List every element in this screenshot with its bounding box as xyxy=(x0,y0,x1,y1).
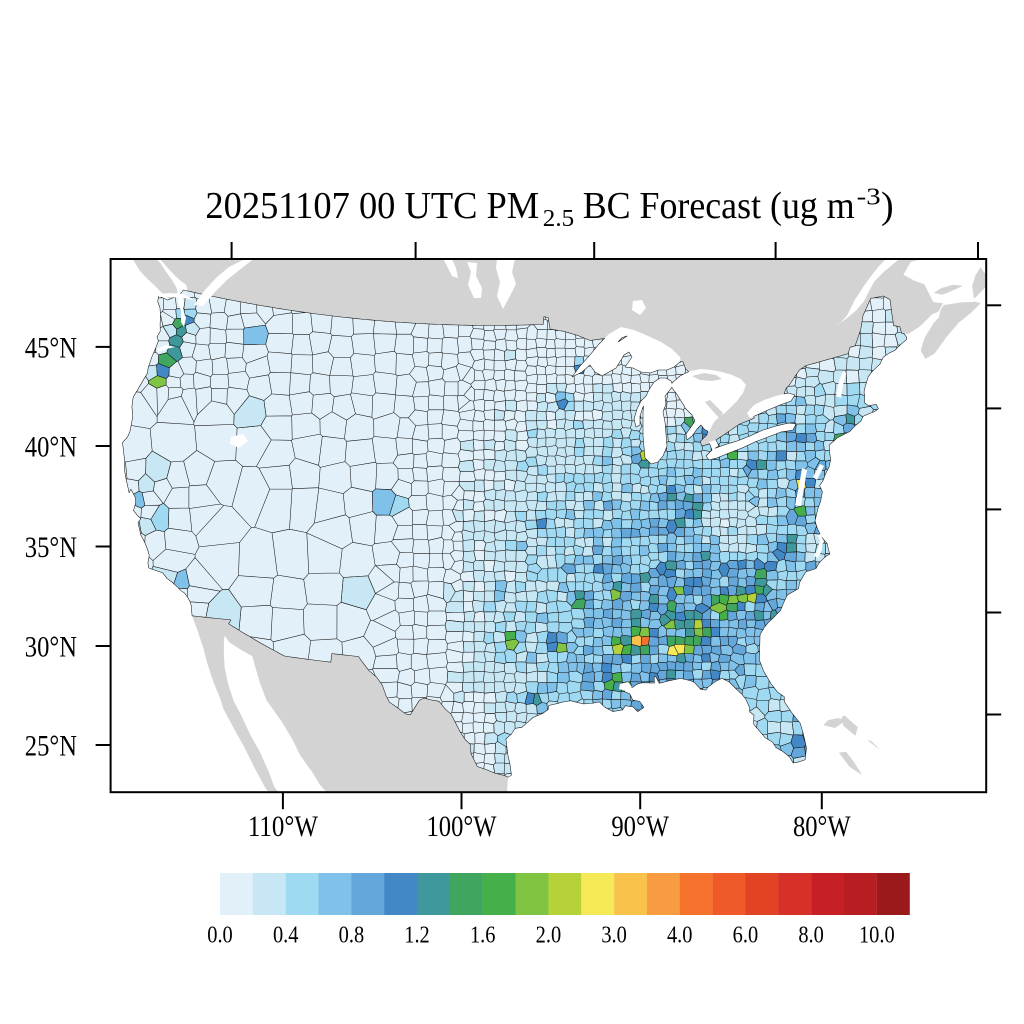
svg-text:6.0: 6.0 xyxy=(733,923,759,949)
svg-text:45°N: 45°N xyxy=(25,331,77,364)
svg-text:BC Forecast (ug m: BC Forecast (ug m xyxy=(583,185,855,227)
svg-text:1.6: 1.6 xyxy=(470,923,496,949)
svg-text:90°W: 90°W xyxy=(611,810,669,843)
svg-text:2.0: 2.0 xyxy=(536,923,562,949)
svg-text:8.0: 8.0 xyxy=(798,923,824,949)
svg-text:4.0: 4.0 xyxy=(667,923,693,949)
svg-text:0.0: 0.0 xyxy=(207,923,233,949)
svg-text:25°N: 25°N xyxy=(25,730,77,763)
svg-text:110°W: 110°W xyxy=(248,810,319,843)
svg-text:0.8: 0.8 xyxy=(339,923,365,949)
svg-text:35°N: 35°N xyxy=(25,531,77,564)
svg-text:40°N: 40°N xyxy=(25,431,77,464)
svg-text:80°W: 80°W xyxy=(793,810,851,843)
svg-text:3.0: 3.0 xyxy=(601,923,627,949)
svg-text:2.5: 2.5 xyxy=(543,206,574,232)
svg-text:20251107 00 UTC PM: 20251107 00 UTC PM xyxy=(205,185,539,227)
svg-text:1.2: 1.2 xyxy=(404,923,430,949)
svg-text:30°N: 30°N xyxy=(25,631,77,664)
svg-text:0.4: 0.4 xyxy=(273,923,299,949)
svg-text:10.0: 10.0 xyxy=(859,923,895,949)
svg-text:): ) xyxy=(881,185,894,227)
svg-text:100°W: 100°W xyxy=(427,810,498,843)
svg-text:-3: -3 xyxy=(857,185,881,211)
